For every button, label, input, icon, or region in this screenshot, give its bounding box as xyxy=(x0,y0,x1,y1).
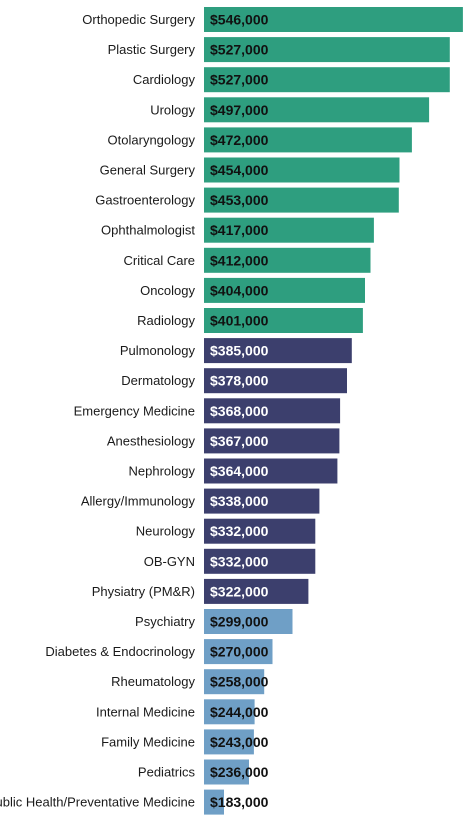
bar xyxy=(204,669,265,695)
category-label: Internal Medicine xyxy=(96,704,195,719)
category-label: Rheumatology xyxy=(111,674,195,689)
value-label: $385,000 xyxy=(210,343,269,359)
value-label: $412,000 xyxy=(210,252,269,268)
value-label: $367,000 xyxy=(210,433,269,449)
bar xyxy=(204,458,338,484)
bar xyxy=(204,398,341,424)
category-label: OB-GYN xyxy=(144,554,195,569)
bar xyxy=(204,37,450,63)
bar xyxy=(204,97,430,123)
value-label: $299,000 xyxy=(210,614,269,630)
category-label: Anesthesiology xyxy=(107,433,196,448)
category-label: Gastroenterology xyxy=(95,193,195,208)
value-label: $270,000 xyxy=(210,644,269,660)
bar xyxy=(204,699,255,725)
category-label: Orthopedic Surgery xyxy=(82,12,195,27)
bar xyxy=(204,187,399,213)
category-label: Neurology xyxy=(136,524,196,539)
value-label: $243,000 xyxy=(210,734,269,750)
value-label: $258,000 xyxy=(210,674,269,690)
bar xyxy=(204,157,400,183)
category-label: Psychiatry xyxy=(135,614,195,629)
value-label: $546,000 xyxy=(210,12,269,28)
bar xyxy=(204,368,347,394)
bar xyxy=(204,338,352,364)
category-label: Allergy/Immunology xyxy=(81,494,196,509)
bar xyxy=(204,548,316,574)
category-label: Emergency Medicine xyxy=(74,403,195,418)
value-label: $338,000 xyxy=(210,493,269,509)
category-label: Radiology xyxy=(137,313,195,328)
category-label: Urology xyxy=(150,102,195,117)
bar xyxy=(204,578,309,604)
bar xyxy=(204,7,463,32)
bar xyxy=(204,247,371,273)
value-label: $332,000 xyxy=(210,553,269,569)
category-label: Family Medicine xyxy=(101,734,195,749)
bar xyxy=(204,428,340,454)
value-label: $378,000 xyxy=(210,373,269,389)
value-label: $364,000 xyxy=(210,463,269,479)
bar xyxy=(204,308,363,333)
value-label: $454,000 xyxy=(210,162,269,178)
bar xyxy=(204,518,316,544)
category-label: Diabetes & Endocrinology xyxy=(45,644,195,659)
category-label: Pediatrics xyxy=(138,765,196,780)
category-label: Cardiology xyxy=(133,72,196,87)
value-label: $453,000 xyxy=(210,192,269,208)
value-label: $332,000 xyxy=(210,523,269,539)
category-label: Dermatology xyxy=(121,373,195,388)
value-label: $401,000 xyxy=(210,313,269,329)
category-label: Oncology xyxy=(140,283,195,298)
bar xyxy=(204,639,273,665)
value-label: $497,000 xyxy=(210,102,269,118)
bar xyxy=(204,759,249,785)
category-label: Nephrology xyxy=(129,464,196,479)
category-label: Critical Care xyxy=(123,253,195,268)
bar xyxy=(204,729,254,755)
value-label: $472,000 xyxy=(210,132,269,148)
bar xyxy=(204,609,293,634)
value-label: $244,000 xyxy=(210,704,269,720)
category-label: Pulmonology xyxy=(120,343,196,358)
value-label: $527,000 xyxy=(210,42,269,58)
bar xyxy=(204,789,224,815)
value-label: $236,000 xyxy=(210,764,269,780)
bar xyxy=(204,277,365,303)
bar xyxy=(204,127,412,153)
category-label: Plastic Surgery xyxy=(108,42,196,57)
value-label: $368,000 xyxy=(210,403,269,419)
value-label: $527,000 xyxy=(210,72,269,88)
value-label: $183,000 xyxy=(210,794,269,810)
value-label: $322,000 xyxy=(210,583,269,599)
bar xyxy=(204,217,374,243)
category-label: Ophthalmologist xyxy=(101,223,195,238)
category-label: General Surgery xyxy=(100,163,196,178)
category-label: Otolaryngology xyxy=(108,132,196,147)
category-label: Public Health/Preventative Medicine xyxy=(0,795,195,810)
bar xyxy=(204,67,450,93)
bar xyxy=(204,488,320,514)
category-label: Physiatry (PM&R) xyxy=(92,584,195,599)
value-label: $404,000 xyxy=(210,282,269,298)
value-label: $417,000 xyxy=(210,222,269,238)
